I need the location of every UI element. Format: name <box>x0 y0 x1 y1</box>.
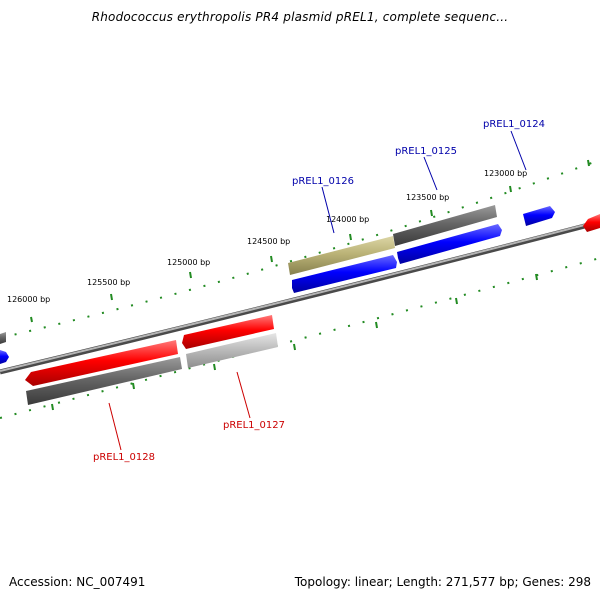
gene-blue-left[interactable] <box>0 350 9 364</box>
accession-text: Accession: NC_007491 <box>9 575 146 589</box>
ruler-label-125500: 125500 bp <box>87 278 130 287</box>
gene-gray-left[interactable] <box>0 332 6 344</box>
gene-gray-forward-1[interactable] <box>393 205 497 246</box>
gene-blue-1[interactable] <box>292 255 397 293</box>
gene-label-pREL1_0125[interactable]: pREL1_0125 <box>395 146 457 157</box>
sequence-backbone-highlight <box>0 220 600 372</box>
ruler-label-123000: 123000 bp <box>484 169 527 178</box>
gene-red-right[interactable] <box>583 214 600 232</box>
ruler-label-125000: 125000 bp <box>167 258 210 267</box>
gene-gray-lower[interactable] <box>26 357 182 405</box>
gene-label-pREL1_0124[interactable]: pREL1_0124 <box>483 119 545 130</box>
ruler-label-124500: 124500 bp <box>247 237 290 246</box>
ruler-label-124000: 124000 bp <box>326 215 369 224</box>
gene-pREL1_0124[interactable] <box>523 206 555 226</box>
gene-label-pREL1_0128[interactable]: pREL1_0128 <box>93 452 155 463</box>
summary-text: Topology: linear; Length: 271,577 bp; Ge… <box>294 575 591 589</box>
gene-label-pREL1_0126[interactable]: pREL1_0126 <box>292 176 354 187</box>
outer-major-ticks <box>30 159 590 323</box>
ruler-label-126000: 126000 bp <box>7 295 50 304</box>
gene-pREL1_0126[interactable] <box>288 236 395 275</box>
gene-pREL1_0127[interactable] <box>186 333 278 368</box>
gene-pREL1_0127-red[interactable] <box>182 315 274 349</box>
map-title: Rhodococcus erythropolis PR4 plasmid pRE… <box>91 10 509 24</box>
ruler-label-123500: 123500 bp <box>406 193 449 202</box>
gene-pREL1_0128[interactable] <box>25 340 178 386</box>
inner-major-ticks <box>51 273 538 411</box>
label-leaders <box>108 130 527 451</box>
gene-blue-2[interactable] <box>397 224 502 264</box>
gene-label-pREL1_0127[interactable]: pREL1_0127 <box>223 420 285 431</box>
